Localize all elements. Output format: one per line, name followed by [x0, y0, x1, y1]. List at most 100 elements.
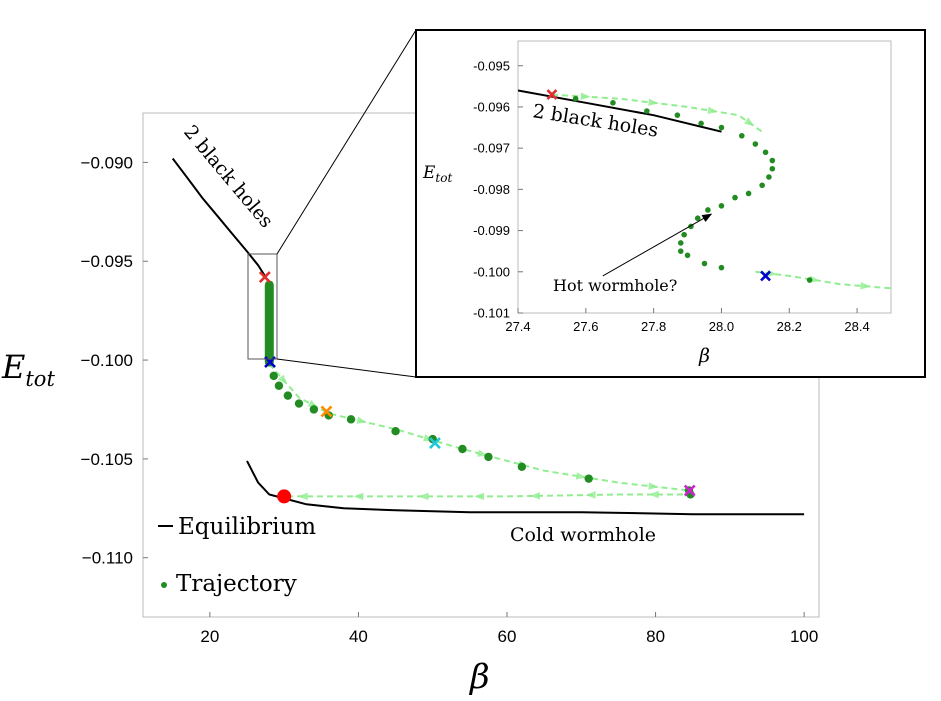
inset-x-tick-label: 28.4 [844, 319, 869, 334]
inset-trajectory-point [718, 124, 725, 131]
main-y-tick-label: −0.100 [81, 351, 133, 370]
inset-trajectory-point [644, 108, 650, 114]
main-equilibrium-branch-1 [246, 460, 805, 516]
main-trajectory-point [391, 427, 400, 436]
main-trajectory-point [274, 381, 284, 390]
direction-arrow [648, 98, 659, 106]
main-y-axis-label-sub: tot [25, 367, 55, 391]
main-x-tick-label: 40 [349, 627, 368, 646]
inset-trajectory-point [718, 264, 725, 271]
inset-x-tick-label: 27.8 [641, 319, 666, 334]
main-x-tick-label: 80 [646, 627, 665, 646]
zoom-connector-bottom [276, 358, 417, 378]
inset-y-tick-label: -0.095 [473, 58, 510, 73]
inset-y-axis-label-sub: tot [435, 171, 452, 185]
inset-trajectory-point [769, 157, 776, 164]
inset-trajectory-point [762, 149, 769, 156]
inset-frame [415, 29, 926, 378]
direction-arrow [575, 472, 587, 480]
inset-trajectory-path-0 [551, 93, 763, 133]
inset-cross-marker-1 [760, 270, 771, 282]
inset-chart: 27.4 27.6 27.8 28.0 28.2 28.4 -0.095 -0.096 -0.… [415, 29, 926, 378]
inset-trajectory-point [572, 95, 579, 102]
direction-arrow [418, 492, 429, 501]
inset-trajectory-point [677, 240, 684, 246]
main-trajectory-point [484, 452, 493, 462]
inset-y-tick-label: -0.101 [473, 306, 510, 321]
main-trajectory-path-0 [268, 363, 690, 492]
inset-plot-frame [517, 40, 892, 314]
main-x-tick-label: 100 [790, 627, 818, 646]
main-cross-marker-3 [429, 437, 441, 449]
inset-trajectory-point [718, 203, 725, 209]
main-y-axis-label-main: E [1, 348, 25, 386]
direction-arrow [585, 491, 596, 499]
direction-arrow [356, 416, 367, 424]
inset-trajectory-point [705, 207, 711, 213]
inset-trajectory-point [806, 277, 813, 283]
legend-equilibrium-label: Equilibrium [178, 514, 316, 540]
direction-arrow [860, 282, 871, 290]
main-trajectory-point [458, 444, 467, 454]
main-y-tick-label: −0.095 [81, 252, 133, 271]
main-cross-marker-0 [258, 271, 271, 283]
main-trajectory-point [283, 391, 293, 400]
inset-y-tick-label: -0.098 [473, 182, 510, 197]
inset-y-tick-label: -0.100 [473, 264, 510, 279]
main-x-tick-label: 20 [200, 627, 219, 646]
direction-arrow [529, 492, 540, 500]
main-trajectory-path-1 [284, 490, 690, 498]
legend-trajectory-swatch [161, 582, 167, 588]
inset-trajectory-point [769, 165, 776, 172]
main-trajectory-point [309, 405, 319, 414]
inset-trajectory-point [698, 120, 704, 127]
direction-arrow [744, 117, 755, 127]
inset-trajectory-point [701, 260, 708, 267]
inset-x-axis-label: β [698, 345, 710, 367]
direction-arrow [580, 92, 591, 101]
main-annotation-cold-wormhole: Cold wormhole [510, 524, 656, 546]
inset-y-axis-label: Etot [422, 163, 452, 185]
direction-arrow [353, 492, 364, 501]
direction-arrow [648, 490, 659, 499]
main-trajectory-point [584, 474, 593, 483]
main-trajectory-point [517, 462, 527, 471]
inset-trajectory-point [674, 112, 681, 118]
main-trajectory-point [294, 399, 304, 408]
inset-x-tick-label: 28.0 [709, 319, 734, 334]
inset-trajectory-point [694, 215, 701, 222]
main-start-dot [277, 489, 292, 504]
legend: Equilibrium Trajectory [158, 514, 316, 597]
inset-y-tick-label: -0.097 [473, 141, 510, 156]
main-x-axis-label: β [468, 657, 490, 697]
legend-trajectory-label: Trajectory [176, 571, 297, 597]
inset-x-tick-label: 28.2 [777, 319, 802, 334]
inset-x-tick-label: 27.6 [573, 319, 598, 334]
inset-trajectory-point [759, 182, 765, 189]
inset-x-tick-label: 27.4 [505, 319, 530, 334]
inset-y-tick-label: -0.099 [473, 223, 510, 238]
direction-arrow [707, 106, 718, 115]
main-equilibrium-branch-0 [171, 157, 267, 278]
direction-arrow [648, 482, 659, 490]
inset-trajectory-point [739, 132, 745, 139]
main-trajectory-point [269, 371, 278, 381]
main-cross-marker-4 [683, 484, 696, 497]
main-trajectory-point [346, 415, 356, 424]
zoom-region-box [247, 253, 278, 360]
inset-y-tick-label: -0.096 [473, 99, 510, 114]
inset-trajectory-point [752, 141, 759, 147]
inset-trajectory-point [677, 248, 684, 254]
main-cross-marker-2 [320, 405, 333, 418]
inset-trajectory-point [684, 252, 691, 259]
direction-arrow [474, 492, 485, 501]
inset-annotation-arrow [602, 213, 713, 277]
main-y-axis-label: Etot [1, 348, 55, 391]
inset-trajectory-point [732, 194, 738, 201]
direction-arrow [297, 492, 308, 501]
main-y-tick-label: −0.090 [81, 153, 133, 172]
main-x-tick-label: 60 [498, 627, 517, 646]
inset-trajectory-point [681, 231, 687, 238]
direction-arrow [277, 374, 288, 385]
